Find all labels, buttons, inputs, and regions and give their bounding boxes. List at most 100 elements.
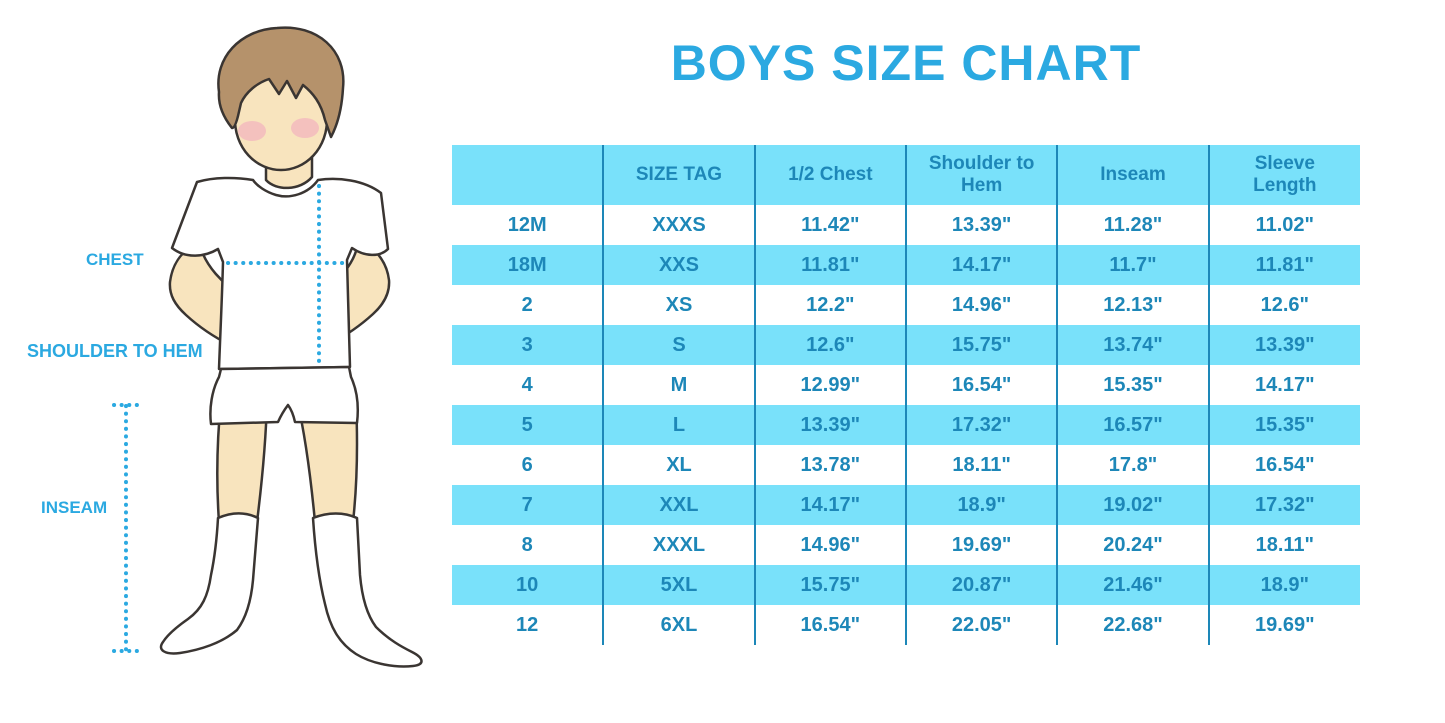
chest-label: CHEST [86,250,144,269]
size-cell: 10 [516,573,539,596]
value-cell: 22.05" [904,605,1058,645]
header-row: SIZE TAG 1/2 Chest Shoulder to Hem Inseam Sl… [452,145,1360,205]
value-cell: 18.11" [1207,525,1360,565]
boy-hair [217,26,345,139]
value-cell: XXXS [602,205,755,245]
value-cell: 17.32" [904,405,1058,445]
value-cell: 15.75" [753,565,906,605]
size-cell: 5 [521,413,533,436]
page-title: BOYS SIZE CHART [670,35,1142,91]
value-cell: 17.8" [1056,445,1209,485]
value-cell: 13.39" [753,405,906,445]
size-cell: 12M [507,213,547,236]
boy-left-sock [159,512,260,655]
table-row: 8 XXXL 14.96" 19.69" 20.24" 18.11" [452,525,1360,565]
column-header [452,145,604,205]
value-cell: 14.17" [1207,365,1360,405]
value-cell: 22.68" [1056,605,1209,645]
size-cell: 7 [521,493,533,516]
size-cell: 8 [521,533,533,556]
value-cell: L [602,405,755,445]
value-cell: 12.6" [753,325,906,365]
value-cell: 21.46" [1056,565,1209,605]
value-cell: 19.02" [1056,485,1209,525]
value-cell: 12.13" [1056,285,1209,325]
table-row: 7 XXL 14.17" 18.9" 19.02" 17.32" [452,485,1360,525]
value-cell: 19.69" [904,525,1058,565]
value-cell: 11.81" [1207,245,1360,285]
table-row: 4 M 12.99" 16.54" 15.35" 14.17" [452,365,1360,405]
table-row: 5 L 13.39" 17.32" 16.57" 15.35" [452,405,1360,445]
value-cell: 13.74" [1056,325,1209,365]
value-cell: 14.17" [753,485,906,525]
table-row: 3 S 12.6" 15.75" 13.74" 13.39" [452,325,1360,365]
value-cell: M [602,365,755,405]
column-header: 1/2 Chest [753,145,906,205]
column-header: Inseam [1056,145,1209,205]
size-table-head: SIZE TAG 1/2 Chest Shoulder to Hem Inseam Sl… [452,145,1360,205]
shoulder-to-hem-label: SHOULDER TO HEM [27,341,203,361]
size-cell: 3 [521,333,533,356]
value-cell: 15.35" [1207,405,1360,445]
boy-cheek-left [238,121,266,141]
size-cell: 12 [516,613,539,636]
table-row: 10 5XL 15.75" 20.87" 21.46" 18.9" [452,565,1360,605]
size-cell: 2 [521,293,533,316]
value-cell: 15.35" [1056,365,1209,405]
value-cell: 18.9" [1207,565,1360,605]
value-cell: 11.81" [753,245,906,285]
column-header: SIZE TAG [602,145,755,205]
table-row: 18M XXS 11.81" 14.17" 11.7" 11.81" [452,245,1360,285]
value-cell: XXL [602,485,755,525]
table-row: 6 XL 13.78" 18.11" 17.8" 16.54" [452,445,1360,485]
value-cell: 16.54" [1207,445,1360,485]
value-cell: 11.02" [1207,205,1360,245]
boy-tshirt [170,176,390,371]
table-row: 2 XS 12.2" 14.96" 12.13" 12.6" [452,285,1360,325]
size-table-wrapper: SIZE TAG 1/2 Chest Shoulder to Hem Inseam Sl… [452,145,1360,645]
table-row: 12M XXXS 11.42" 13.39" 11.28" 11.02" [452,205,1360,245]
value-cell: 15.75" [904,325,1058,365]
size-table-body: 12M XXXS 11.42" 13.39" 11.28" 11.02" 18M XXS 11.… [452,205,1360,645]
value-cell: 13.39" [1207,325,1360,365]
boy-right-sock [311,512,423,668]
size-table: SIZE TAG 1/2 Chest Shoulder to Hem Inseam Sl… [452,145,1360,645]
value-cell: 6XL [602,605,755,645]
value-cell: 18.9" [904,485,1058,525]
value-cell: 13.39" [904,205,1058,245]
size-cell: 18M [507,253,547,276]
value-cell: XXXL [602,525,755,565]
value-cell: 12.2" [753,285,906,325]
column-header: Shoulder to Hem [904,145,1058,205]
inseam-label: INSEAM [41,498,108,517]
value-cell: 11.42" [753,205,906,245]
boy-figure-illustration [112,26,423,668]
value-cell: 16.54" [753,605,906,645]
value-cell: XL [602,445,755,485]
value-cell: 13.78" [753,445,906,485]
column-header: Sleeve Length [1207,145,1360,205]
value-cell: 11.7" [1056,245,1209,285]
value-cell: 18.11" [904,445,1058,485]
value-cell: 14.96" [753,525,906,565]
value-cell: 17.32" [1207,485,1360,525]
value-cell: 12.99" [753,365,906,405]
value-cell: 20.24" [1056,525,1209,565]
value-cell: 20.87" [904,565,1058,605]
boy-shorts [209,365,359,426]
size-cell: 6 [521,453,533,476]
value-cell: 16.54" [904,365,1058,405]
boy-cheek-right [291,118,319,138]
value-cell: XS [602,285,755,325]
size-cell: 4 [521,373,533,396]
table-row: 12 6XL 16.54" 22.05" 22.68" 19.69" [452,605,1360,645]
value-cell: XXS [602,245,755,285]
value-cell: 19.69" [1207,605,1360,645]
value-cell: 14.96" [904,285,1058,325]
value-cell: S [602,325,755,365]
value-cell: 16.57" [1056,405,1209,445]
value-cell: 12.6" [1207,285,1360,325]
value-cell: 5XL [602,565,755,605]
value-cell: 11.28" [1056,205,1209,245]
